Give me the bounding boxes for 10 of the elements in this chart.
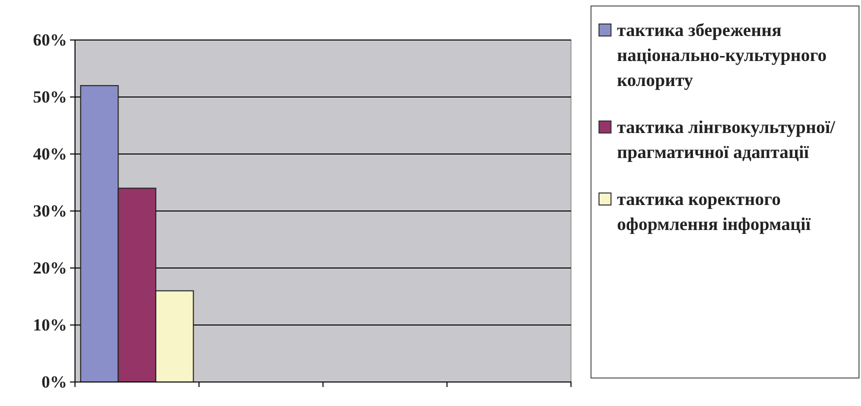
y-tick-label: 30% (33, 201, 67, 220)
y-tick-label: 60% (33, 30, 67, 50)
y-tick-label: 0% (42, 372, 67, 392)
y-tick-label: 20% (33, 258, 67, 278)
y-tick-label: 40% (33, 144, 67, 164)
legend-label: тактика лінгвокультурної/ прагматичної адаптації (617, 117, 836, 162)
y-tick-label: 50% (33, 87, 67, 106)
legend-label: тактика коректного оформлення інформації (617, 189, 812, 234)
legend-label: тактика збереження національно-культурного колориту (617, 20, 827, 90)
y-tick-label: 10% (33, 315, 67, 334)
